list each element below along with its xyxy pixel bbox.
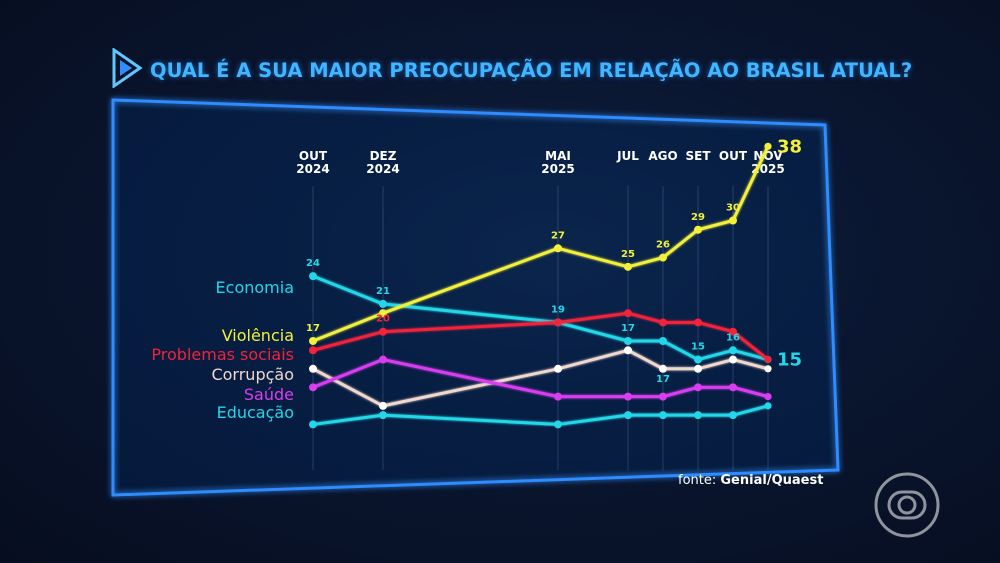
series-points [309, 142, 772, 429]
data-point [309, 383, 317, 392]
value-label: 17 [656, 374, 670, 385]
value-label: 19 [551, 304, 565, 315]
legend-label: Saúde [244, 385, 294, 404]
data-point [554, 244, 562, 253]
value-label: 24 [306, 258, 320, 269]
data-point [624, 262, 632, 271]
end-value-label: 38 [777, 136, 802, 157]
data-point [309, 337, 317, 345]
date-label: 2024 [296, 162, 329, 176]
data-point [729, 346, 737, 355]
legend-label: Violência [222, 326, 294, 345]
data-point [659, 253, 667, 262]
value-label: 21 [376, 286, 390, 297]
data-point [309, 364, 317, 373]
data-point [659, 364, 667, 373]
data-point [764, 402, 772, 410]
value-label: 15 [691, 342, 705, 353]
series-line [312, 348, 769, 408]
series-line [312, 404, 769, 426]
data-point [764, 355, 772, 364]
play-icon [112, 48, 143, 88]
data-point [694, 383, 702, 392]
data-point [659, 411, 667, 420]
value-label: 30 [726, 202, 740, 213]
end-value-label: 15 [777, 350, 802, 371]
data-point [554, 364, 562, 373]
value-label: 26 [656, 240, 670, 251]
data-point [624, 392, 632, 401]
data-point [694, 318, 702, 327]
source-name: Genial/Quaest [720, 473, 824, 488]
value-label: 29 [691, 212, 705, 223]
date-label: DEZ [370, 149, 397, 163]
legend-label: Corrupção [211, 365, 294, 384]
data-point [309, 272, 317, 281]
date-label: 2024 [366, 162, 399, 176]
date-label: OUT [719, 149, 748, 163]
series-line [312, 311, 769, 361]
value-label: 17 [306, 323, 320, 334]
data-point [379, 327, 387, 336]
chart-title: QUAL É A SUA MAIOR PREOCUPAÇÃO EM RELAÇÃ… [150, 59, 913, 82]
date-label: MAI [545, 149, 571, 163]
data-point [694, 364, 702, 373]
value-labels: 24 21 19 17 15 16 15 17 27 25 26 29 30 38 20 17 [306, 136, 802, 384]
date-label: OUT [299, 149, 328, 163]
chart-title-bar: QUAL É A SUA MAIOR PREOCUPAÇÃO EM RELAÇÃ… [112, 48, 992, 98]
value-label: 17 [621, 323, 635, 334]
data-point [729, 327, 737, 336]
source-prefix: fonte: [678, 473, 717, 488]
date-label: JUL [616, 149, 639, 163]
data-point [729, 383, 737, 392]
data-point [659, 337, 667, 345]
legend-label: Educação [217, 403, 294, 422]
date-label: AGO [648, 149, 677, 163]
data-point [624, 309, 632, 318]
data-point [729, 216, 737, 225]
data-point [554, 318, 562, 327]
legend-label: Economia [216, 278, 294, 297]
series-line [312, 145, 770, 343]
source-credit: fonte: Genial/Quaest [678, 473, 823, 488]
globo-logo-icon [874, 472, 940, 538]
data-point [729, 411, 737, 420]
data-point [659, 392, 667, 401]
data-point [309, 420, 317, 429]
value-label: 16 [726, 332, 740, 343]
series-line [312, 358, 769, 399]
data-point [554, 420, 562, 429]
value-label: 27 [551, 230, 565, 241]
date-label: 2025 [541, 162, 574, 176]
data-point [379, 309, 387, 318]
value-label: 20 [376, 314, 390, 325]
data-point [379, 299, 387, 308]
data-point [379, 355, 387, 364]
data-point [624, 346, 632, 355]
series-line [312, 274, 769, 362]
legend-label: Problemas sociais [151, 345, 294, 364]
data-point [624, 337, 632, 345]
data-point [694, 225, 702, 234]
data-point [554, 392, 562, 401]
data-point [379, 411, 387, 420]
data-point [729, 355, 737, 364]
data-point [659, 318, 667, 327]
series-lines [312, 145, 770, 426]
date-label: SET [685, 149, 711, 163]
data-point [694, 411, 702, 420]
value-label: 25 [621, 249, 635, 260]
data-point [309, 346, 317, 355]
data-point [694, 355, 702, 364]
data-point [624, 411, 632, 420]
data-point [764, 142, 772, 150]
data-point [764, 393, 772, 401]
data-point [379, 401, 387, 410]
data-point [764, 365, 772, 373]
